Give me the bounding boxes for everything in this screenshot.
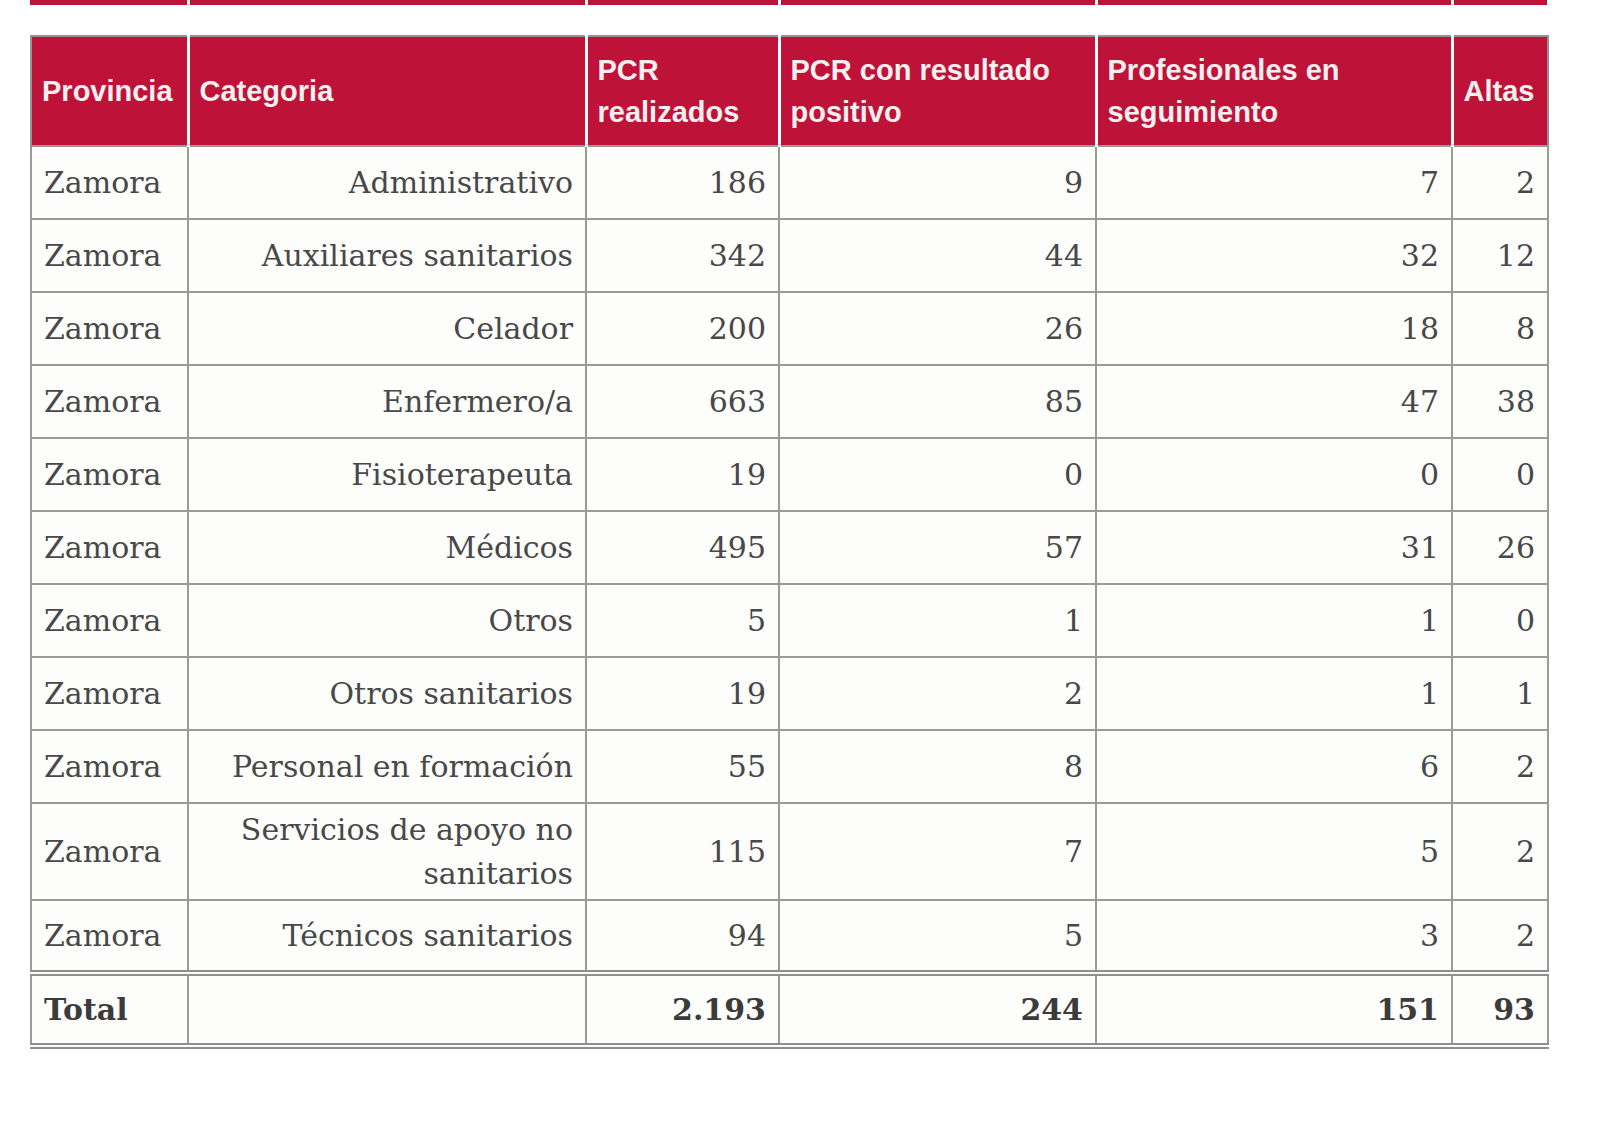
- pcr-statistics-table: ProvinciaCategoriaPCR realizadosPCR con …: [30, 35, 1549, 1049]
- strip-segment: [1451, 0, 1547, 5]
- cell-altas: 26: [1452, 511, 1548, 584]
- cell-provincia: Zamora: [31, 511, 188, 584]
- cell-seguimiento: 32: [1096, 219, 1452, 292]
- cell-pcr-realizados: 342: [586, 219, 779, 292]
- cell-seguimiento: 3: [1096, 900, 1452, 973]
- cell-provincia: Zamora: [31, 146, 188, 219]
- cell-provincia: Zamora: [31, 584, 188, 657]
- table-row: ZamoraEnfermero/a663854738: [31, 365, 1548, 438]
- cell-seguimiento: 151: [1096, 973, 1452, 1046]
- cell-pcr-positivo: 2: [779, 657, 1096, 730]
- cell-pcr-positivo: 7: [779, 803, 1096, 900]
- cell-pcr-realizados: 5: [586, 584, 779, 657]
- table-row: ZamoraTécnicos sanitarios94532: [31, 900, 1548, 973]
- table-header-row: ProvinciaCategoriaPCR realizadosPCR con …: [31, 36, 1548, 146]
- cell-pcr-positivo: 5: [779, 900, 1096, 973]
- cell-pcr-positivo: 44: [779, 219, 1096, 292]
- table-row: ZamoraAdministrativo186972: [31, 146, 1548, 219]
- cell-altas: 12: [1452, 219, 1548, 292]
- cell-pcr-realizados: 19: [586, 657, 779, 730]
- cell-pcr-positivo: 1: [779, 584, 1096, 657]
- cell-provincia: Zamora: [31, 438, 188, 511]
- cell-pcr-realizados: 663: [586, 365, 779, 438]
- strip-segment: [1095, 0, 1451, 5]
- cell-pcr-positivo: 8: [779, 730, 1096, 803]
- column-header-categoria: Categoria: [188, 36, 586, 146]
- cell-pcr-positivo: 0: [779, 438, 1096, 511]
- table-row: ZamoraCelador20026188: [31, 292, 1548, 365]
- cell-provincia: Total: [31, 973, 188, 1046]
- cell-categoria: Personal en formación: [188, 730, 586, 803]
- cell-provincia: Zamora: [31, 730, 188, 803]
- cell-provincia: Zamora: [31, 292, 188, 365]
- cell-categoria: Otros: [188, 584, 586, 657]
- cell-pcr-realizados: 2.193: [586, 973, 779, 1046]
- cell-categoria: Otros sanitarios: [188, 657, 586, 730]
- cell-altas: 0: [1452, 438, 1548, 511]
- column-header-seguimiento: Profesionales en seguimiento: [1096, 36, 1452, 146]
- strip-segment: [778, 0, 1095, 5]
- table-row: ZamoraMédicos495573126: [31, 511, 1548, 584]
- cropped-table-edge-strip: [30, 0, 1547, 5]
- cell-altas: 0: [1452, 584, 1548, 657]
- table-row: ZamoraFisioterapeuta19000: [31, 438, 1548, 511]
- cell-altas: 1: [1452, 657, 1548, 730]
- cell-seguimiento: 1: [1096, 657, 1452, 730]
- cell-pcr-realizados: 94: [586, 900, 779, 973]
- column-header-altas: Altas: [1452, 36, 1548, 146]
- column-header-pcr-realizados: PCR realizados: [586, 36, 779, 146]
- cell-pcr-positivo: 244: [779, 973, 1096, 1046]
- cell-seguimiento: 7: [1096, 146, 1452, 219]
- cell-categoria: Administrativo: [188, 146, 586, 219]
- cell-pcr-realizados: 19: [586, 438, 779, 511]
- strip-segment: [30, 0, 187, 5]
- cell-altas: 2: [1452, 803, 1548, 900]
- cell-altas: 38: [1452, 365, 1548, 438]
- cell-categoria: Técnicos sanitarios: [188, 900, 586, 973]
- cell-categoria: Enfermero/a: [188, 365, 586, 438]
- cell-provincia: Zamora: [31, 803, 188, 900]
- column-header-provincia: Provincia: [31, 36, 188, 146]
- cell-provincia: Zamora: [31, 365, 188, 438]
- cell-categoria: Fisioterapeuta: [188, 438, 586, 511]
- cell-altas: 8: [1452, 292, 1548, 365]
- cell-seguimiento: 31: [1096, 511, 1452, 584]
- cell-provincia: Zamora: [31, 219, 188, 292]
- cell-seguimiento: 47: [1096, 365, 1452, 438]
- cell-categoria: Servicios de apoyo no sanitarios: [188, 803, 586, 900]
- table-row: ZamoraServicios de apoyo no sanitarios11…: [31, 803, 1548, 900]
- strip-segment: [187, 0, 585, 5]
- cell-pcr-realizados: 115: [586, 803, 779, 900]
- cell-seguimiento: 0: [1096, 438, 1452, 511]
- cell-pcr-positivo: 85: [779, 365, 1096, 438]
- cell-pcr-realizados: 200: [586, 292, 779, 365]
- cell-seguimiento: 1: [1096, 584, 1452, 657]
- cell-pcr-positivo: 57: [779, 511, 1096, 584]
- cell-pcr-realizados: 495: [586, 511, 779, 584]
- strip-segment: [585, 0, 778, 5]
- cell-pcr-positivo: 26: [779, 292, 1096, 365]
- cell-categoria: Celador: [188, 292, 586, 365]
- column-header-pcr-positivo: PCR con resultado positivo: [779, 36, 1096, 146]
- cell-altas: 2: [1452, 900, 1548, 973]
- table-row: ZamoraOtros sanitarios19211: [31, 657, 1548, 730]
- cell-pcr-positivo: 9: [779, 146, 1096, 219]
- cell-provincia: Zamora: [31, 657, 188, 730]
- cell-seguimiento: 18: [1096, 292, 1452, 365]
- cell-pcr-realizados: 186: [586, 146, 779, 219]
- cell-seguimiento: 5: [1096, 803, 1452, 900]
- table-row: ZamoraPersonal en formación55862: [31, 730, 1548, 803]
- cell-categoria: Médicos: [188, 511, 586, 584]
- cell-provincia: Zamora: [31, 900, 188, 973]
- table-row: ZamoraOtros5110: [31, 584, 1548, 657]
- cell-altas: 93: [1452, 973, 1548, 1046]
- cell-altas: 2: [1452, 730, 1548, 803]
- total-row: Total 2.19324415193: [31, 973, 1548, 1046]
- cell-pcr-realizados: 55: [586, 730, 779, 803]
- cell-seguimiento: 6: [1096, 730, 1452, 803]
- cell-categoria: [188, 973, 586, 1046]
- cell-altas: 2: [1452, 146, 1548, 219]
- cell-categoria: Auxiliares sanitarios: [188, 219, 586, 292]
- table-row: ZamoraAuxiliares sanitarios342443212: [31, 219, 1548, 292]
